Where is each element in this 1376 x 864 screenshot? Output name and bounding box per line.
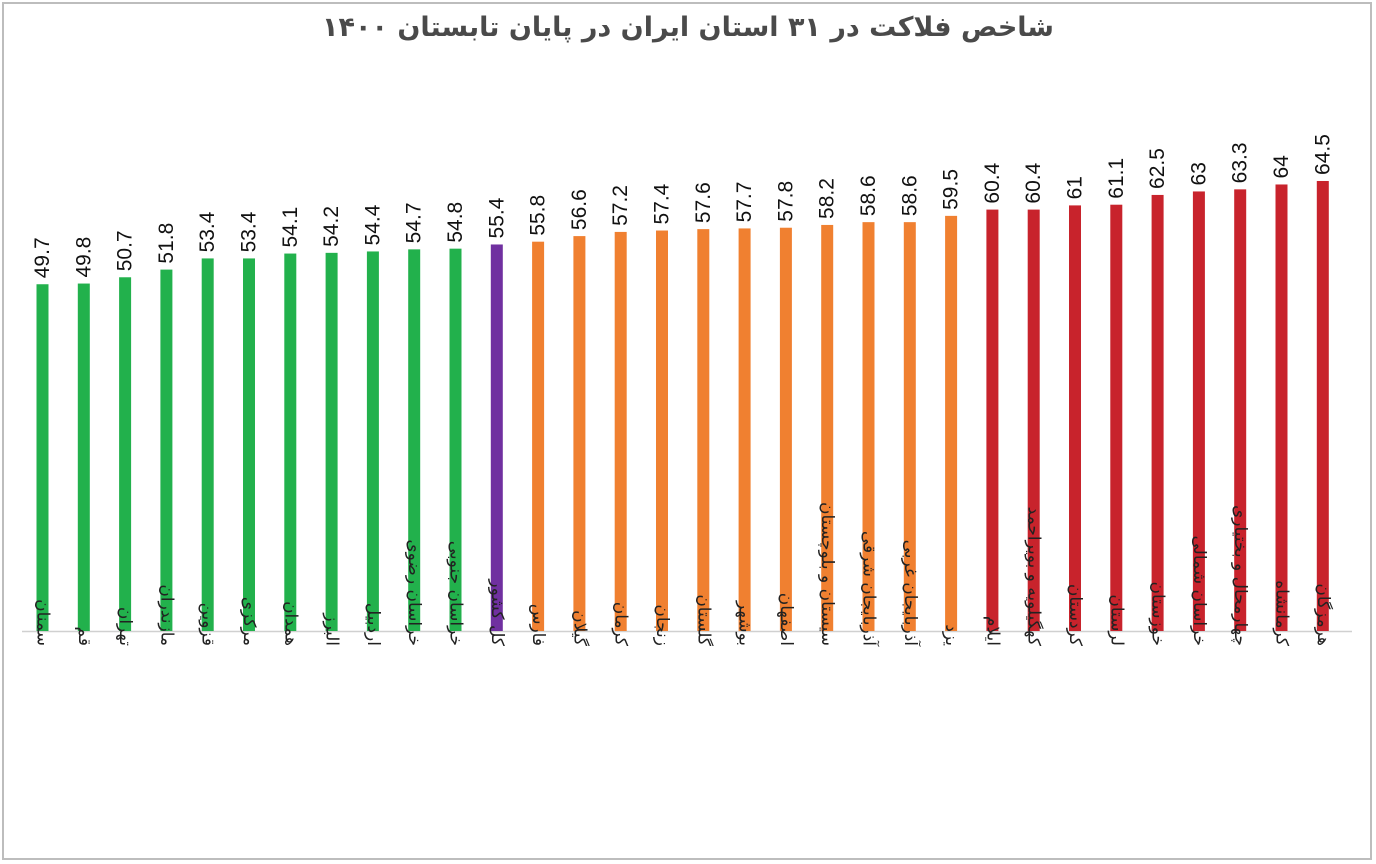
- bar: [697, 229, 710, 631]
- bar: [986, 209, 999, 631]
- data-label: 55.8: [527, 195, 550, 236]
- category-label: اصفهان: [776, 593, 796, 646]
- category-label: مرکزی: [239, 597, 259, 646]
- category-label: یزد: [941, 624, 961, 646]
- data-label: 50.7: [114, 230, 137, 271]
- category-label: بوشهر: [735, 600, 755, 646]
- category-label: ایلام: [982, 616, 1002, 646]
- bar: [1069, 205, 1081, 631]
- bar: [366, 251, 379, 631]
- category-label: مازندران: [156, 584, 176, 646]
- data-label: 54.7: [403, 202, 426, 243]
- category-label: خراسان جنوبی: [446, 541, 466, 646]
- bar: [903, 222, 916, 631]
- category-label: کردستان: [1065, 584, 1085, 647]
- category-label: اردبیل: [363, 603, 383, 646]
- category-label: البرز: [322, 612, 342, 646]
- category-label: تهران: [115, 607, 135, 646]
- data-label: 54.1: [279, 207, 302, 248]
- data-label: 57.6: [692, 182, 715, 223]
- bar: [1027, 209, 1040, 631]
- data-label: 63: [1187, 162, 1210, 185]
- category-label: خراسان شمالی: [1189, 535, 1209, 646]
- bar: [77, 283, 90, 631]
- bar: [1316, 180, 1329, 631]
- data-label: 58.2: [816, 178, 839, 219]
- category-label: آذربایجان غربی: [900, 540, 922, 648]
- bar: [243, 258, 255, 631]
- bar: [656, 230, 668, 631]
- bar: [614, 231, 627, 632]
- category-label: کهگیلویه و بویراحمد: [1024, 507, 1045, 647]
- bar: [1192, 191, 1205, 631]
- category-label: قزوین: [198, 603, 218, 646]
- bar: [408, 249, 421, 631]
- category-label: هرمزگان: [1313, 583, 1334, 646]
- bar: [490, 244, 503, 632]
- bar: [738, 228, 751, 631]
- category-label: سمنان: [33, 599, 53, 646]
- data-label: 49.7: [31, 237, 54, 278]
- data-label: 53.4: [196, 211, 219, 252]
- data-label: 60.4: [981, 162, 1004, 203]
- data-label: 54.4: [361, 204, 384, 245]
- data-label: 58.6: [898, 175, 921, 216]
- data-label: 61: [1064, 176, 1087, 199]
- data-label: 58.6: [857, 175, 880, 216]
- data-label: 64: [1270, 155, 1293, 179]
- data-label: 60.4: [1022, 162, 1045, 203]
- category-label: قم: [74, 627, 94, 646]
- data-label: 57.7: [733, 182, 756, 223]
- data-label: 54.2: [320, 206, 343, 247]
- bar: [449, 248, 462, 631]
- category-label: خوزستان: [1148, 581, 1168, 646]
- bar: [821, 224, 834, 631]
- bar: [119, 277, 132, 631]
- data-label: 51.8: [155, 223, 178, 264]
- data-label: 55.4: [485, 197, 508, 238]
- category-label: فارس: [528, 604, 548, 646]
- category-label: چهارمحال و بختیاری: [1230, 505, 1250, 646]
- data-label: 53.4: [238, 211, 261, 252]
- bar: [160, 269, 173, 631]
- bar: [862, 222, 875, 631]
- data-label: 62.5: [1146, 148, 1169, 189]
- bar: [945, 215, 958, 631]
- category-label: همدان: [280, 601, 300, 646]
- data-label: 57.2: [609, 185, 632, 226]
- data-label: 54.8: [444, 202, 467, 243]
- category-label: زنجان: [652, 604, 672, 646]
- category-label: آذربایجان شرقی: [859, 531, 881, 647]
- category-label: گیلان: [569, 610, 590, 647]
- bar: [532, 241, 545, 631]
- category-label: لرستان: [1106, 594, 1126, 646]
- data-label: 61.1: [1105, 158, 1128, 199]
- data-label: 63.3: [1229, 142, 1252, 183]
- bar: [36, 284, 49, 631]
- bar: [1234, 189, 1247, 631]
- data-label: 56.6: [568, 189, 591, 230]
- data-label: 59.5: [940, 169, 963, 210]
- data-label: 57.8: [774, 181, 797, 222]
- bar: [573, 236, 586, 631]
- category-label: سیستان و بلوچستان: [817, 502, 837, 646]
- category-label: خراسان رضوی: [404, 539, 424, 646]
- data-label: 49.8: [72, 237, 95, 278]
- bar: [1151, 194, 1164, 631]
- bar: [325, 252, 338, 631]
- bar: [284, 253, 297, 631]
- category-label: کرمان: [611, 602, 631, 647]
- category-label: کل کشور: [487, 578, 507, 647]
- bar: [779, 227, 792, 631]
- data-label: 64.5: [1311, 134, 1334, 175]
- bar: [1110, 204, 1123, 631]
- chart-title: شاخص فلاکت در ۳۱ استان ایران در پایان تا…: [322, 12, 1054, 43]
- bar: [201, 258, 214, 631]
- category-label: گلستان: [693, 594, 714, 647]
- bar: [1275, 184, 1288, 632]
- data-label: 57.4: [651, 183, 674, 224]
- category-label: کرمانشاه: [1272, 580, 1292, 647]
